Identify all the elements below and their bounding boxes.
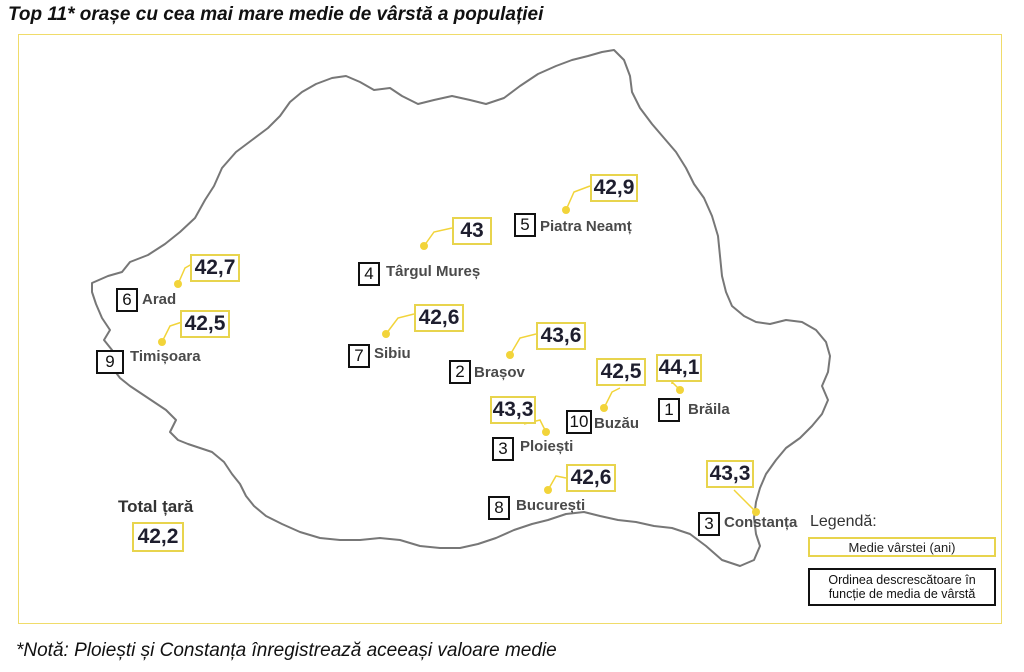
- city-marker-bucuresti: [544, 486, 552, 494]
- city-name-brasov: Brașov: [474, 364, 525, 381]
- city-name-sibiu: Sibiu: [374, 345, 411, 362]
- value-box-sibiu: 42,6: [414, 304, 464, 332]
- city-marker-timisoara: [158, 338, 166, 346]
- city-name-arad: Arad: [142, 291, 177, 308]
- value-box-timisoara: 42,5: [180, 310, 230, 338]
- total-label: Total țară: [118, 497, 194, 516]
- city-marker-piatra-neamt: [562, 206, 570, 214]
- rank-box-brasov: 2: [449, 360, 471, 384]
- rank-box-sibiu: 7: [348, 344, 370, 368]
- value-box-bucuresti: 42,6: [566, 464, 616, 492]
- value-box-braila: 44,1: [656, 354, 702, 382]
- legend-value-item: Medie vârstei (ani): [808, 537, 996, 557]
- city-marker-braila: [676, 386, 684, 394]
- legend-rank-line1: Ordinea descrescătoare în: [828, 573, 976, 587]
- country-outline: [91, 49, 831, 567]
- value-box-constanta: 43,3: [706, 460, 754, 488]
- city-name-bucuresti: București: [516, 497, 586, 514]
- city-name-piatra-neamt: Piatra Neamț: [540, 218, 632, 235]
- city-name-buzau: Buzău: [594, 415, 639, 432]
- value-box-arad: 42,7: [190, 254, 240, 282]
- footnote: *Notă: Ploiești și Constanța înregistrea…: [16, 640, 557, 661]
- rank-box-targul-mures: 4: [358, 262, 380, 286]
- leader-line-arad: [177, 263, 193, 285]
- leader-line-piatra-neamt: [565, 185, 591, 211]
- value-box-brasov: 43,6: [536, 322, 586, 350]
- city-marker-targul-mures: [420, 242, 428, 250]
- city-name-timisoara: Timișoara: [130, 348, 201, 365]
- value-box-piatra-neamt: 42,9: [590, 174, 638, 202]
- rank-box-arad: 6: [116, 288, 138, 312]
- leader-line-constanta: [733, 489, 757, 513]
- rank-box-timisoara: 9: [96, 350, 124, 374]
- rank-box-buzau: 10: [566, 410, 592, 434]
- legend-title: Legendă:: [810, 513, 877, 530]
- value-box-targul-mures: 43: [452, 217, 492, 245]
- leader-line-sibiu: [385, 313, 415, 335]
- value-box-ploiesti: 43,3: [490, 396, 536, 424]
- legend-rank-item: Ordinea descrescătoare în funcție de med…: [808, 568, 996, 606]
- rank-box-bucuresti: 8: [488, 496, 510, 520]
- city-marker-constanta: [752, 508, 760, 516]
- rank-box-ploiesti: 3: [492, 437, 514, 461]
- leader-line-buzau: [603, 387, 621, 409]
- city-marker-ploiesti: [542, 428, 550, 436]
- rank-box-braila: 1: [658, 398, 680, 422]
- city-name-ploiesti: Ploiești: [520, 438, 574, 455]
- rank-box-piatra-neamt: 5: [514, 213, 536, 237]
- page-title: Top 11* orașe cu cea mai mare medie de v…: [8, 4, 544, 25]
- legend-rank-line2: funcție de media de vârstă: [828, 587, 976, 601]
- map-frame: [18, 34, 1002, 624]
- city-marker-brasov: [506, 351, 514, 359]
- value-box-buzau: 42,5: [596, 358, 646, 386]
- city-markers: [158, 206, 760, 516]
- rank-box-constanta: 3: [698, 512, 720, 536]
- city-name-constanta: Constanța: [724, 514, 798, 531]
- city-name-braila: Brăila: [688, 401, 730, 418]
- total-value-box: 42,2: [132, 522, 184, 552]
- city-marker-buzau: [600, 404, 608, 412]
- leader-line-targul-mures: [423, 227, 453, 247]
- leader-line-brasov: [509, 333, 537, 356]
- city-marker-sibiu: [382, 330, 390, 338]
- leader-line-bucuresti: [547, 475, 567, 491]
- leader-line-timisoara: [161, 321, 183, 343]
- city-marker-arad: [174, 280, 182, 288]
- city-name-targul-mures: Târgul Mureș: [386, 263, 481, 280]
